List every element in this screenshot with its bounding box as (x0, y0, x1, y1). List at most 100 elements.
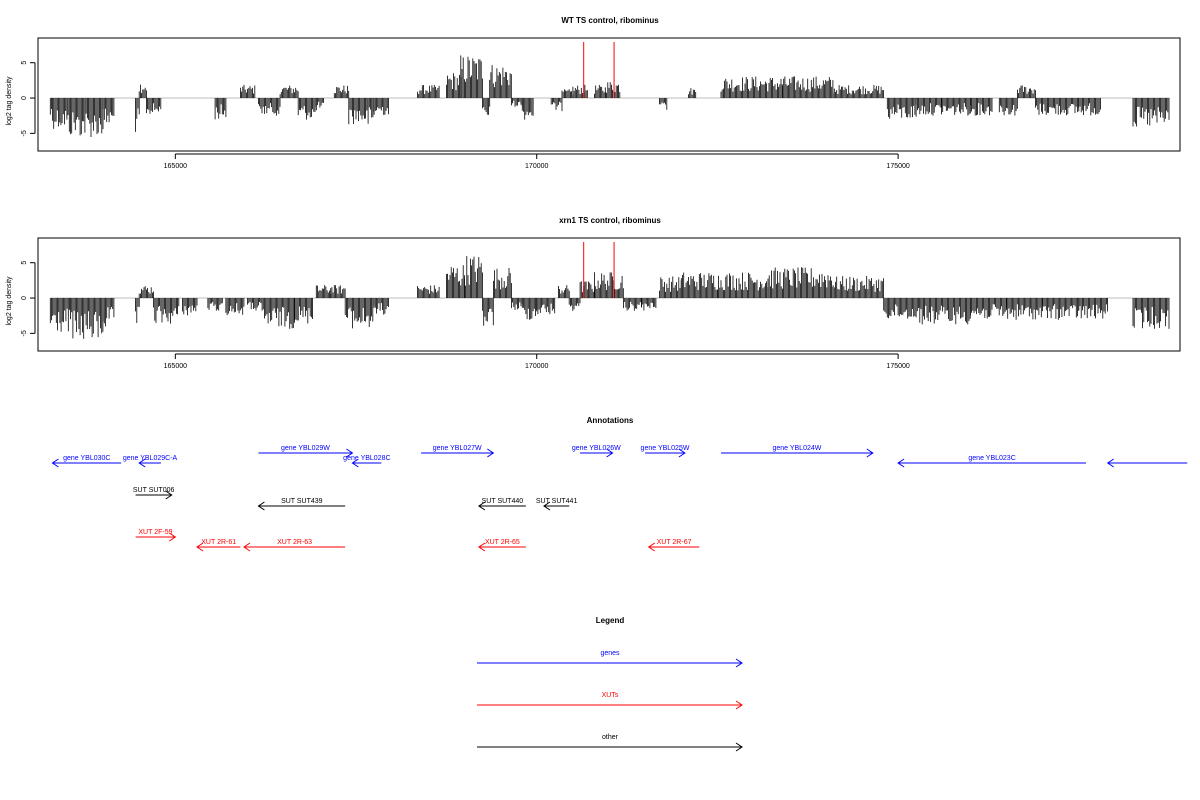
bar-segment (261, 298, 295, 329)
density-panel-wt: WT TS control, ribominus log2 tag densit… (6, 16, 1181, 170)
bar-segment (445, 265, 465, 299)
bar-segment (366, 98, 375, 124)
feature-arrowhead (243, 542, 251, 552)
bar-segment (66, 98, 86, 136)
feature-arrowhead (346, 448, 354, 458)
bar-segment (70, 298, 104, 339)
bar-segment (297, 98, 317, 120)
feature-label: gene YBL029W (281, 445, 330, 452)
bar-segment (521, 298, 538, 320)
feature-arrowhead (897, 458, 905, 468)
ylabel-xrn1: log2 tag density (6, 276, 13, 326)
feature-gene-ybl028c: gene YBL028C (343, 455, 391, 468)
feature-label: gene YBL028C (343, 455, 390, 462)
feature-label: XUT 2R-65 (485, 539, 520, 546)
feature-label: SUT SUT441 (536, 498, 578, 505)
feature-label: SUT SUT006 (133, 487, 175, 494)
feature-arrowhead (647, 542, 656, 552)
ylabel-wt: log2 tag density (6, 76, 13, 126)
legend-label: genes (600, 650, 620, 657)
panel-title-xrn1: xrn1 TS control, ribominus (559, 216, 661, 225)
bar-segment (330, 285, 346, 299)
bar-segment (294, 298, 314, 324)
bar-segment (182, 298, 198, 316)
feature-arrowhead (866, 448, 874, 458)
feature-xut-2r-65: XUT 2R-65 (477, 539, 526, 552)
bar-segment (550, 98, 563, 112)
legend-panel: Legend genes XUTs other (477, 616, 743, 752)
y-tick-label: 0 (21, 296, 28, 300)
bar-segment (1078, 298, 1108, 319)
legend-entry-xuts: XUTs (477, 692, 743, 710)
y-tick-label: 0 (21, 96, 28, 100)
feature-gene-ybl027w: gene YBL027W (421, 445, 495, 458)
x-tick-label: 175000 (886, 363, 909, 370)
feature-arrowhead (606, 448, 614, 458)
feature-arrowhead (351, 458, 359, 468)
y-tick-label: -5 (21, 130, 28, 136)
bar-segment (84, 98, 104, 137)
feature-label: gene YBL025W (641, 445, 690, 452)
bar-segment (49, 98, 52, 115)
x-tick-label: 170000 (525, 163, 548, 170)
feature-gene-ybl024w: gene YBL024W (721, 445, 874, 458)
bar-segment (138, 286, 155, 299)
bar-segment (417, 84, 440, 99)
plot-area-xrn1: -5 0 5 165000 170000 175000 (21, 237, 1181, 370)
bar-segment (521, 98, 534, 120)
y-tick-label: 5 (21, 261, 28, 265)
legend-label: XUTs (602, 692, 619, 699)
feature-gene-ybl023c: gene YBL023C (897, 455, 1087, 468)
feature-arrowhead (678, 448, 686, 458)
feature-label: gene YBL027W (433, 445, 482, 452)
legend-entry-genes: genes (477, 650, 743, 668)
feature-sut-sut006: SUT SUT006 (133, 487, 175, 500)
bar-segment (257, 98, 281, 116)
density-panel-xrn1: xrn1 TS control, ribominus log2 tag dens… (6, 216, 1181, 370)
feature-gene-ybl030c: gene YBL030C (51, 455, 122, 468)
bar-segment (720, 76, 783, 99)
bar-segment (767, 267, 834, 299)
legend-title: Legend (596, 616, 625, 625)
legend-entry-other: other (477, 734, 743, 752)
feature-gene-ybl025w: gene YBL025W (641, 445, 690, 458)
bar-segment (832, 85, 884, 99)
bar-segment (315, 98, 324, 111)
feature-arrowhead (477, 542, 486, 552)
bar-segment (49, 298, 70, 332)
bar-segment (135, 298, 140, 323)
y-tick-label: 5 (21, 61, 28, 65)
feature-label: XUT 2R-61 (201, 539, 236, 546)
bar-segment (832, 275, 884, 299)
bar-segment (373, 298, 389, 315)
feature-label: XUT 2R-67 (657, 539, 692, 546)
x-tick-label: 165000 (164, 163, 187, 170)
bar-segment (315, 285, 332, 299)
x-tick-label: 175000 (886, 163, 909, 170)
bar-segment (279, 85, 299, 99)
bar-segment (623, 298, 642, 311)
legend-entries: genes XUTs other (477, 650, 743, 752)
bar-segment (886, 98, 917, 119)
plot-frame (37, 237, 1181, 352)
bar-segment (145, 98, 162, 114)
feature-sut-sut440: SUT SUT440 (477, 498, 526, 511)
bar-segment (102, 298, 115, 327)
bar-segment (225, 298, 245, 316)
feature-arrowhead (165, 490, 173, 500)
bar-segment (536, 298, 556, 315)
feature-xut-2r-63: XUT 2R-63 (243, 539, 346, 552)
bar-segment (373, 98, 389, 115)
bar-segment (214, 98, 227, 120)
bar-segment (348, 98, 368, 125)
legend-arrowhead (735, 658, 743, 668)
bar-segment (568, 298, 581, 311)
feature-label: gene YBL030C (63, 455, 110, 462)
bar-segment (641, 298, 657, 311)
annotations-title: Annotations (587, 416, 634, 425)
bar-segment (919, 298, 971, 325)
feature-label: gene YBL023C (968, 455, 1015, 462)
feature-label: XUT 2F-59 (138, 529, 172, 536)
legend-arrowhead (735, 742, 743, 752)
